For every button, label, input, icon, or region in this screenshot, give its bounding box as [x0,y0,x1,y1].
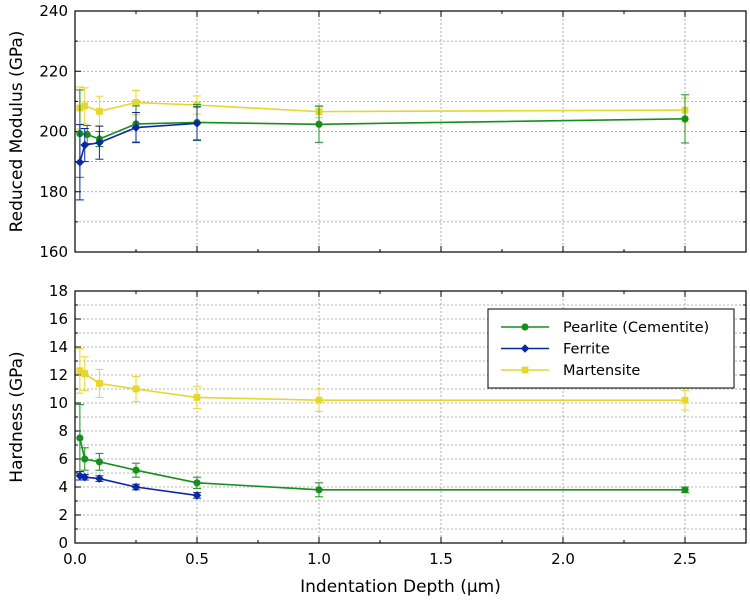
data-point [315,396,323,404]
data-point [80,472,90,482]
data-point [192,491,202,500]
y-tick-label: 12 [49,366,68,384]
data-point [193,479,201,487]
data-point [80,140,90,150]
y-tick-label: 220 [39,62,68,80]
data-point [81,370,89,377]
data-point [681,396,689,404]
data-point [131,123,141,132]
legend-marker [520,344,530,353]
y-tick-label: 200 [39,123,68,141]
y-tick-label: 6 [58,450,68,468]
y-tick-label: 14 [49,338,68,356]
legend-label: Pearlite (Cementite) [563,320,709,336]
data-point [75,157,85,167]
data-point [83,130,91,139]
grid [75,11,746,252]
x-axis-label: Indentation Depth (μm) [300,577,501,597]
y-tick-label: 16 [49,310,68,328]
data-point [95,474,104,483]
y-tick-label: 8 [58,422,68,440]
legend-label: Martensite [563,363,640,379]
x-axis: 0.0 0.5 1.0 1.5 2.0 2.5 [63,291,747,568]
y-axis: 0 2 4 6 8 10 12 14 16 18 [49,282,746,552]
modulus-panel: 160 180 200 220 240 Reduced Modulus (GPa) [7,2,747,261]
data-point [681,486,689,494]
legend-label: Ferrite [563,342,610,358]
data-point [132,466,140,474]
series-line [79,101,686,113]
data-point [681,115,689,123]
data-point [81,102,89,110]
hardness-panel: 0 2 4 6 8 10 12 14 16 18 0.0 0.5 1.0 1.5 2.0 2.5 Indenta… [7,282,747,597]
x-tick-label: 1.5 [429,550,453,568]
y-tick-label: 2 [58,506,68,524]
y-tick-label: 10 [49,394,68,412]
data-point [132,99,140,106]
y-tick-label: 4 [58,478,68,496]
x-tick-label: 1.0 [307,550,331,568]
data-point [315,120,323,128]
series-line [79,437,685,491]
y-tick-label: 240 [39,2,68,20]
y-axis: 160 180 200 220 240 [39,2,746,261]
y-tick-label: 18 [49,282,68,300]
x-tick-label: 0.0 [63,550,87,568]
data-point [96,107,103,115]
x-axis [74,11,747,252]
data-point [76,367,84,375]
y-tick-label: 180 [39,183,68,201]
series-ferrite [75,106,202,201]
series-pearlite-cementite [75,89,689,178]
data-point [76,434,84,442]
data-point [75,471,85,481]
x-tick-label: 0.5 [185,550,209,568]
x-tick-label: 2.5 [673,550,697,568]
legend-marker [521,323,529,331]
data-point [95,458,103,466]
data-point [315,486,323,494]
y-tick-label: 0 [58,534,68,552]
y-tick-label: 160 [39,243,68,261]
data-point [131,482,141,492]
data-point [192,119,202,128]
data-point [193,394,201,401]
series-pearlite-cementite [75,403,689,498]
series-ferrite [75,471,202,500]
data-point [81,455,89,463]
y-axis-label: Hardness (GPa) [7,351,27,482]
data-point [96,380,103,387]
y-axis-label: Reduced Modulus (GPa) [7,31,27,233]
legend-marker [521,366,529,374]
series-martensite [75,347,689,412]
data-point [132,385,140,393]
x-tick-label: 2.0 [551,550,575,568]
data-point [95,138,104,147]
legend: Pearlite (Cementite) Ferrite Martensite [487,308,735,389]
series-line [79,118,686,140]
